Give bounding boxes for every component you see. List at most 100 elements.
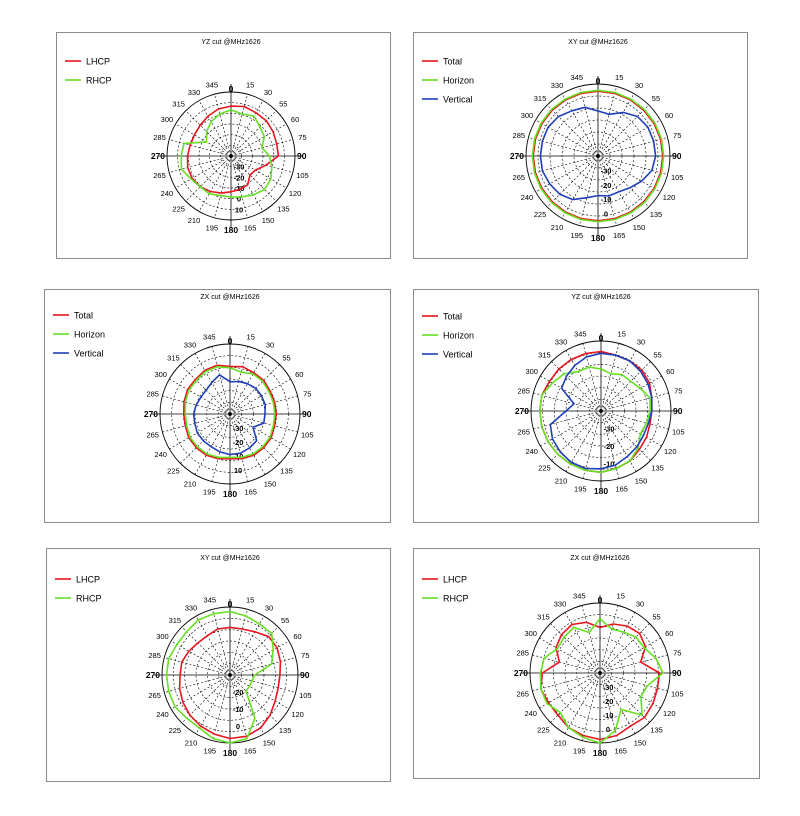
angle-tick-label: 300: [524, 629, 537, 638]
polar-grid: [152, 336, 308, 492]
angle-tick-label: 75: [298, 133, 306, 142]
grid-spoke: [535, 155, 599, 193]
grid-spoke: [599, 612, 636, 674]
angle-tick-label: 265: [146, 431, 159, 440]
angle-tick-label: 150: [633, 223, 646, 232]
angle-tick-label: 105: [672, 428, 685, 437]
grid-spoke: [561, 93, 599, 157]
angle-tick-label: 285: [153, 133, 166, 142]
angle-tick-label: 265: [516, 690, 529, 699]
angle-tick-label: 195: [204, 746, 217, 755]
radial-tick-label: -20: [601, 181, 612, 190]
angle-tick-label: 60: [293, 632, 301, 641]
angle-tick-label: 90: [672, 668, 682, 678]
legend-label: LHCP: [86, 57, 110, 67]
legend-label: Horizon: [443, 331, 474, 341]
angle-tick-label: 30: [635, 81, 643, 90]
angle-tick-label: 15: [618, 330, 626, 339]
angle-tick-label: 210: [188, 216, 201, 225]
chart-title: YZ cut @MHz1626: [201, 39, 260, 46]
grid-spoke: [230, 100, 264, 157]
angle-tick-label: 330: [555, 338, 568, 347]
chart-title: XY cut @MHz1626: [568, 39, 628, 46]
angle-tick-label: 195: [571, 231, 584, 240]
angle-tick-label: 90: [300, 670, 310, 680]
angle-tick-label: 165: [613, 231, 626, 240]
angle-tick-label: 165: [244, 746, 257, 755]
grid-spoke: [198, 155, 232, 212]
legend-label: Horizon: [74, 330, 105, 340]
grid-spoke: [597, 155, 635, 219]
angle-tick-label: 285: [513, 131, 526, 140]
angle-tick-label: 225: [169, 726, 182, 735]
radial-tick-label: 0: [236, 722, 240, 731]
angle-tick-label: 90: [297, 151, 307, 161]
angle-tick-label: 195: [574, 484, 587, 493]
angle-tick-label: 165: [614, 746, 627, 755]
series-line-horizon: [531, 89, 665, 223]
angle-tick-label: 15: [615, 73, 623, 82]
angle-tick-label: 0: [228, 599, 233, 609]
angle-tick-label: 30: [636, 600, 644, 609]
angle-tick-label: 330: [554, 600, 567, 609]
chart-panel-3: 0 15 30 55 60 75 90 105 120 135 150 165 180 195 210 225…: [44, 289, 391, 523]
angle-tick-label: 150: [634, 738, 647, 747]
series-line-total: [532, 90, 664, 222]
angle-tick-label: 15: [246, 596, 254, 605]
grid-spoke: [169, 413, 231, 450]
radial-tick-label: 10: [235, 205, 243, 214]
angle-tick-label: 105: [301, 431, 314, 440]
angle-tick-label: 75: [673, 131, 681, 140]
angle-tick-label: 180: [593, 748, 607, 758]
grid-spoke: [230, 155, 287, 189]
angle-tick-label: 345: [573, 592, 586, 601]
grid-spoke: [597, 93, 635, 157]
angle-tick-label: 120: [664, 447, 677, 456]
angle-tick-label: 0: [229, 84, 234, 94]
legend-label: Vertical: [74, 349, 104, 359]
angle-tick-label: 135: [650, 210, 663, 219]
angle-tick-label: 240: [154, 450, 167, 459]
angle-tick-label: 210: [554, 738, 567, 747]
grid-spoke: [229, 615, 265, 676]
angle-tick-label: 90: [672, 151, 682, 161]
angle-tick-label: 135: [277, 204, 290, 213]
angle-tick-label: 195: [206, 223, 219, 232]
grid-spoke: [230, 94, 248, 157]
angle-tick-label: 60: [666, 367, 674, 376]
angle-tick-label: 345: [574, 330, 587, 339]
angle-tick-label: 315: [167, 353, 180, 362]
series-line-horizon: [184, 365, 276, 459]
grid-spoke: [164, 657, 231, 676]
series-line-lhcp: [178, 626, 282, 740]
grid-spoke: [230, 155, 277, 202]
radial-tick-label: -30: [234, 163, 245, 172]
chart-panel-1: 0 15 30 55 60 75 90 105 120 135 150 165 180 195 210 225…: [56, 32, 391, 259]
angle-tick-label: 150: [263, 739, 276, 748]
angle-tick-label: 270: [151, 151, 165, 161]
angle-tick-label: 180: [223, 748, 237, 758]
angle-tick-label: 345: [206, 81, 219, 90]
angle-tick-label: 330: [551, 81, 564, 90]
angle-tick-label: 315: [169, 616, 182, 625]
angle-tick-label: 0: [228, 336, 233, 346]
grid-spoke: [230, 155, 248, 218]
grid-spoke: [561, 155, 599, 219]
angle-tick-label: 55: [652, 94, 660, 103]
series-line-vertical: [192, 374, 266, 456]
chart-panel-6: 0 15 30 55 60 75 90 105 120 135 150 165 180 195 210 225…: [413, 548, 760, 779]
angle-tick-label: 330: [184, 341, 197, 350]
angle-tick-label: 195: [203, 487, 216, 496]
angle-tick-label: 75: [303, 389, 311, 398]
grid-spoke: [169, 139, 232, 157]
series-line-horizon: [539, 366, 651, 474]
angle-tick-label: 165: [615, 484, 628, 493]
angle-tick-label: 60: [295, 370, 303, 379]
grid-spoke: [185, 155, 232, 202]
angle-tick-label: 30: [264, 88, 272, 97]
angle-tick-label: 30: [266, 341, 274, 350]
angle-tick-label: 75: [673, 648, 681, 657]
